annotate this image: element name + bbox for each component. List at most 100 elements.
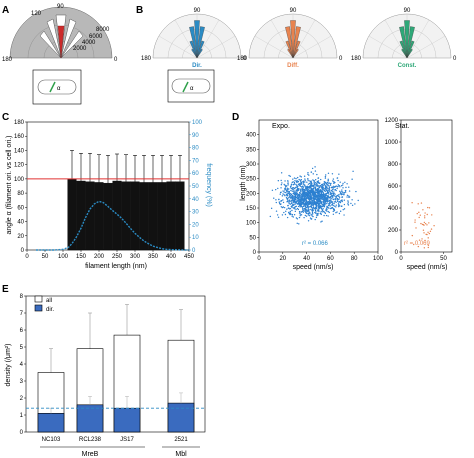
panel-d-left-point	[278, 202, 281, 205]
panel-d-left-point	[304, 192, 306, 195]
panel-d-left-point	[329, 205, 331, 207]
panel-d-right-point	[417, 245, 420, 248]
panel-d-left-point	[314, 189, 317, 191]
panel-d-left-point	[290, 189, 292, 192]
panel-d-right-point	[423, 215, 426, 217]
polar-b-petal	[194, 20, 200, 59]
panel-d-left-point	[300, 211, 302, 213]
panel-d-left-point	[339, 190, 341, 193]
panel-d-left-point	[310, 190, 312, 193]
panel-d-left-point	[291, 209, 293, 212]
panel-d-left-point	[327, 206, 329, 209]
panel-d-left-point	[305, 189, 307, 191]
panel-c-xtick-label: 50	[42, 254, 49, 260]
panel-d-left-point	[311, 192, 314, 195]
panel-d-left-point	[328, 197, 330, 199]
panel-d-left-point	[327, 190, 330, 192]
panel-d-left-point	[332, 193, 335, 195]
panel-d-left-point	[306, 192, 309, 195]
panel-e-category-label: NC103	[42, 437, 61, 443]
panel-d-left-point	[315, 205, 317, 207]
panel-d-left-point	[316, 195, 318, 198]
panel-d-left-point	[319, 201, 322, 203]
panel-d-left-point	[310, 187, 312, 190]
panel-d-left-point	[322, 204, 325, 207]
panel-d-left-point	[340, 185, 343, 187]
panel-d-left-point	[332, 178, 335, 180]
legend-label-all: all	[46, 298, 52, 304]
panel-d-left-point	[297, 201, 300, 203]
panel-d-left-point	[307, 188, 309, 190]
panel-d-left-point	[331, 195, 333, 197]
panel-d-left-point	[296, 207, 299, 210]
panel-c-right-ylabel: frequency (%)	[205, 163, 212, 207]
panel-d-left-point	[299, 185, 302, 187]
panel-d-left-point	[304, 181, 306, 183]
panel-d-left-ytick-label: 100	[246, 221, 257, 227]
panel-d-left-point	[291, 203, 294, 205]
panel-d-left-point	[327, 204, 330, 207]
panel-d-left-point	[314, 218, 316, 221]
panel-d-left-point	[303, 205, 305, 207]
panel-d-left-point	[299, 214, 301, 217]
panel-d-left-point	[343, 208, 346, 210]
panel-d-left-point	[329, 190, 331, 193]
panel-d-right-point	[426, 224, 428, 226]
panel-d-left-point	[304, 205, 307, 208]
panel-d-left-point	[338, 173, 340, 175]
panel-d-left-point	[296, 187, 299, 189]
legend-label-dir: dir.	[46, 307, 54, 313]
panel-d-left-point	[343, 199, 346, 201]
panel-d-left-point	[276, 214, 279, 216]
panel-d-left-point	[281, 182, 283, 184]
panel-d-right-point	[423, 224, 425, 226]
panel-d-left-point	[317, 190, 319, 193]
panel-d-ylabel: length (nm)	[240, 165, 247, 200]
panel-d-right-point	[418, 216, 420, 219]
panel-d-left-point	[311, 197, 313, 199]
panel-d-left-point	[270, 207, 273, 210]
panel-d-left-point	[327, 193, 330, 195]
panel-d-left-point	[295, 189, 298, 191]
panel-d-left-point	[318, 203, 320, 205]
panel-d-left-point	[312, 205, 315, 207]
panel-d-left-point	[326, 190, 329, 193]
panel-d-right-point	[422, 209, 424, 211]
panel-d-left-point	[293, 192, 296, 194]
panel-d-left-point	[333, 205, 336, 207]
panel-d-right-point	[430, 228, 433, 230]
panel-d-left-point	[328, 189, 331, 191]
panel-d-left-point	[317, 193, 320, 195]
panel-d-left-point	[339, 181, 341, 183]
panel-d-left-point	[289, 200, 291, 203]
panel-d-left-point	[311, 184, 313, 186]
panel-d-left-point	[290, 201, 293, 203]
cell-outline	[37, 79, 77, 95]
polar-a-red-petal	[57, 25, 65, 59]
panel-d-left-point	[339, 191, 342, 193]
panel-d-left-point	[312, 206, 315, 209]
panel-a-polar: 180 120 90 0 2000 4000 6000 8000	[2, 4, 118, 63]
panel-d-left-point	[284, 180, 286, 182]
panel-d-left-point	[336, 194, 339, 197]
panel-d-left-point	[310, 218, 313, 220]
polar-b-petal	[292, 26, 301, 59]
panel-d-left-point	[298, 195, 300, 197]
panel-d-left-point	[309, 192, 311, 195]
panel-d-left-point	[310, 171, 312, 173]
legend-swatch-dir	[34, 304, 43, 312]
panel-d-left-point	[304, 210, 306, 212]
panel-d-left-point	[301, 196, 303, 198]
panel-d-right-point	[429, 230, 432, 233]
panel-d-left-point	[324, 175, 327, 178]
panel-c-bar	[85, 181, 95, 251]
panel-d-left-point	[324, 196, 327, 198]
panel-d-left-point	[305, 186, 307, 189]
panel-d-left-point	[286, 192, 288, 194]
polar-b-label-90: 90	[404, 8, 411, 14]
panel-d-right-point	[431, 214, 433, 216]
panel-d-left-point	[296, 218, 299, 220]
polar-b-label-180: 180	[141, 56, 152, 62]
panel-d-left-point	[314, 186, 317, 188]
panel-d-left-point	[301, 207, 304, 209]
